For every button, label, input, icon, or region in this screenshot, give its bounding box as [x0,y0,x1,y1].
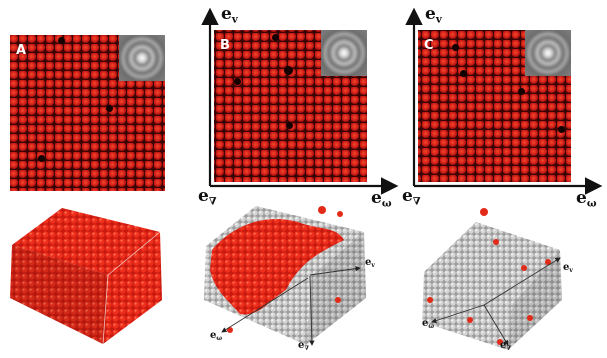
axis-label-3d-ev-b: ev [365,257,375,270]
render-3d-b [204,206,366,346]
axis-label-eomega-b: eω [371,188,392,210]
axis-label-eomega-c: eω [576,188,597,210]
panel-label-c: C [424,38,434,53]
render-3d-a [10,208,162,345]
axis-label-3d-egrad-b: e∇ [298,340,309,353]
axis-label-3d-eomega-b: eω [210,330,223,343]
panel-label-a: A [16,43,27,58]
diffraction-inset-b [321,30,367,76]
axis-label-egrad-b: e∇ [198,186,217,208]
axis-label-egrad-c: e∇ [402,186,421,208]
diffraction-inset-a [119,35,165,81]
axis-label-ev-b: ev [221,4,238,26]
micrograph-panel-b: B [214,30,367,182]
axis-label-3d-egrad-c: e∇ [500,340,511,353]
render-3d-c [422,208,562,350]
panel-label-b: B [220,38,230,53]
axes-b [201,7,399,195]
axes-c [405,7,603,195]
micrograph-panel-c: C [418,30,571,182]
axis-label-3d-eomega-c: eω [422,318,435,331]
axis-label-ev-c: ev [425,4,442,26]
micrograph-panel-a: A [10,35,165,191]
axis-label-3d-ev-c: ev [563,262,573,275]
diffraction-inset-c [525,30,571,76]
